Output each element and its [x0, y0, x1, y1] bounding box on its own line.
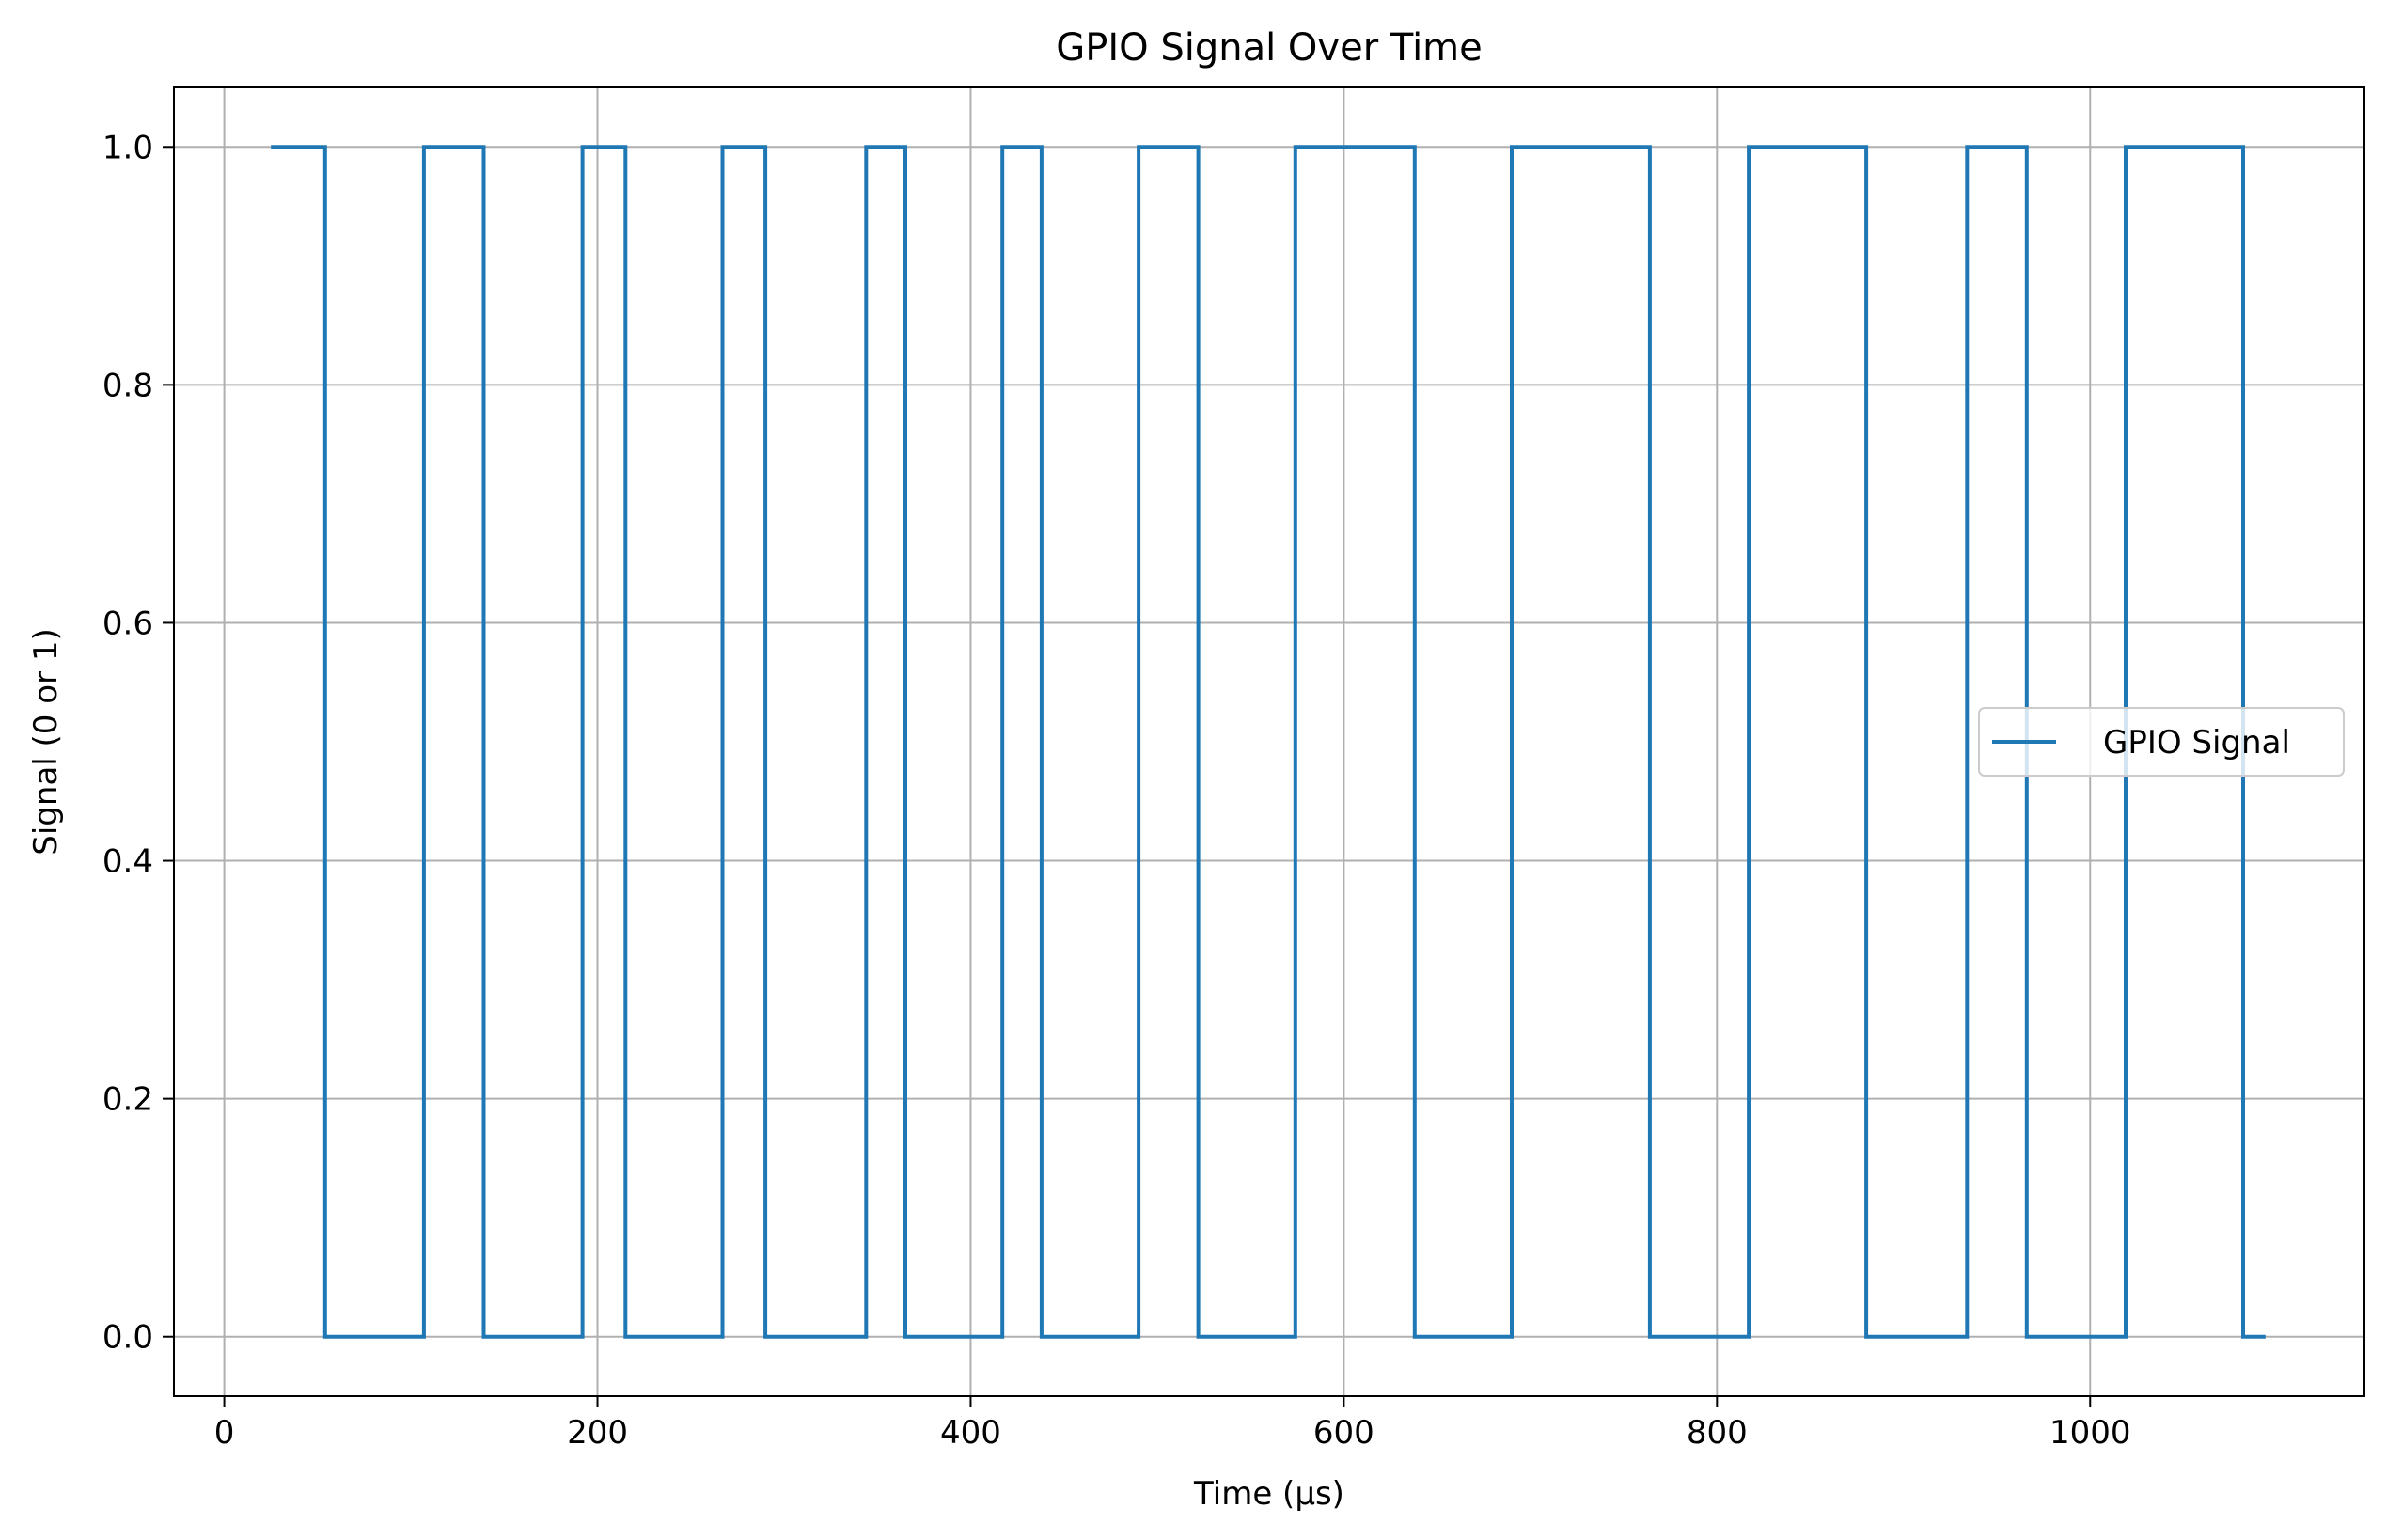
y-tick-label: 1.0: [102, 129, 153, 166]
chart-title: GPIO Signal Over Time: [1056, 26, 1483, 70]
series-line-gpio-signal: [271, 145, 2266, 1339]
x-axis-label: Time (μs): [1193, 1475, 1344, 1513]
x-tick-label: 400: [940, 1414, 1001, 1452]
legend-label-gpio-signal: GPIO Signal: [2103, 724, 2290, 762]
y-tick-label: 0.0: [102, 1319, 153, 1357]
plot-frame: [173, 86, 2365, 1397]
y-tick-label: 0.2: [102, 1081, 153, 1119]
series-layer: [271, 145, 2266, 1339]
y-tick-label: 0.4: [102, 843, 153, 881]
x-tick-label: 200: [567, 1414, 628, 1452]
x-tick-label: 800: [1687, 1414, 1748, 1452]
axis-ticks: 0 200 400 600 800 1000 0.0 0.2 0.4 0.6 0.8 1.0: [102, 129, 2131, 1452]
y-tick-label: 0.6: [102, 605, 153, 642]
x-tick-label: 0: [214, 1414, 235, 1452]
y-tick-label: 0.8: [102, 367, 153, 404]
y-axis-label: Signal (0 or 1): [27, 628, 65, 855]
x-tick-label: 1000: [2049, 1414, 2131, 1452]
legend-box: [1978, 707, 2345, 777]
grid: [174, 87, 2364, 1396]
legend: GPIO Signal: [1978, 707, 2345, 777]
x-tick-label: 600: [1313, 1414, 1374, 1452]
